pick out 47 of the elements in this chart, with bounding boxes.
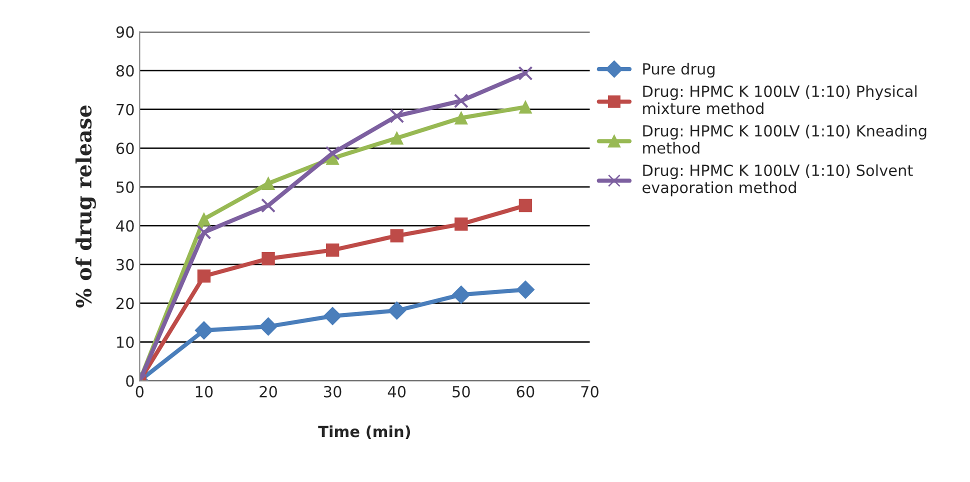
- x-tick-label: 30: [324, 386, 342, 398]
- y-tick-label: 0: [126, 375, 134, 387]
- point: [262, 252, 275, 266]
- point: [259, 317, 278, 336]
- point: [194, 321, 214, 340]
- point: [454, 94, 468, 108]
- x-tick-label: 50: [452, 386, 470, 398]
- point: [197, 212, 211, 226]
- point: [326, 244, 340, 257]
- point: [388, 301, 406, 320]
- point: [323, 306, 342, 326]
- x-axis-title: Time (min): [318, 425, 410, 440]
- y-tick-label: 20: [116, 298, 134, 310]
- point: [518, 66, 533, 81]
- point: [325, 146, 340, 160]
- y-tick-label: 40: [116, 220, 134, 232]
- point: [390, 131, 404, 145]
- x-tick-label: 10: [196, 386, 213, 398]
- point: [390, 229, 404, 242]
- x-tick-label: 70: [581, 386, 598, 398]
- y-tick-label: 10: [117, 336, 134, 348]
- point: [197, 269, 211, 283]
- point: [518, 198, 532, 212]
- x-tick-label: 20: [260, 386, 277, 398]
- point: [518, 100, 532, 114]
- y-tick-label: 60: [116, 142, 134, 154]
- y-tick-label: 80: [116, 65, 134, 77]
- point: [260, 198, 276, 213]
- legend-label: Drug: HPMC K 100LV (1:10) Kneading method: [643, 124, 926, 154]
- point: [516, 280, 535, 299]
- point: [390, 108, 404, 124]
- point: [262, 176, 275, 190]
- point: [196, 224, 212, 240]
- y-axis-title: % of drug release: [75, 105, 96, 308]
- legend-label: Drug: HPMC K 100LV (1:10) Physical mixture method: [643, 85, 917, 114]
- legend-label: Pure drug: [643, 62, 714, 78]
- x-tick-label: 0: [136, 386, 144, 398]
- y-tick-label: 50: [116, 181, 134, 193]
- point: [454, 111, 468, 124]
- point: [452, 286, 470, 304]
- y-tick-label: 70: [116, 104, 134, 116]
- point: [454, 218, 468, 231]
- y-tick-label: 30: [116, 258, 134, 270]
- x-tick-label: 60: [516, 386, 534, 398]
- x-tick-label: 40: [388, 386, 406, 398]
- y-tick-label: 90: [116, 26, 134, 38]
- legend-label: Drug: HPMC K 100LV (1:10) Solvent evaporation method: [642, 164, 913, 196]
